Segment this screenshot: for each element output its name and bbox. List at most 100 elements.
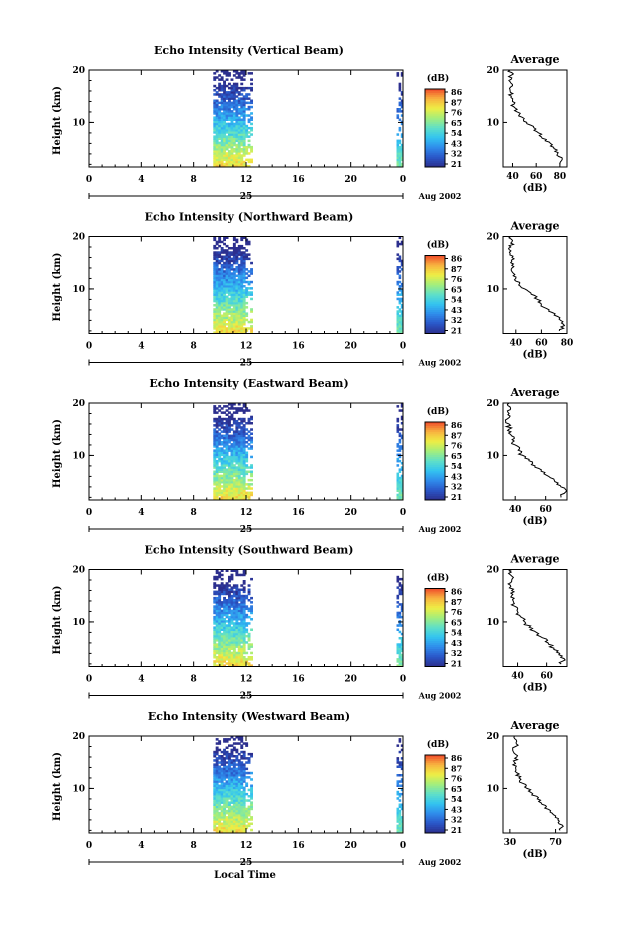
data-cell	[228, 641, 231, 644]
data-cell	[245, 318, 249, 322]
data-cell	[230, 331, 234, 334]
y-tick-label: 20	[72, 732, 85, 742]
data-cell	[215, 276, 219, 280]
data-cell	[240, 124, 244, 128]
data-cell	[245, 293, 249, 296]
data-cell	[215, 445, 219, 448]
data-cell	[225, 451, 229, 454]
data-cell	[220, 653, 224, 657]
data-cell	[400, 145, 404, 149]
data-cell	[220, 782, 224, 785]
data-cell	[240, 740, 244, 743]
y-tick-label: 20	[72, 399, 85, 409]
data-cell	[232, 236, 236, 239]
data-cell	[223, 464, 226, 467]
data-cell	[220, 329, 224, 332]
data-cell	[230, 129, 234, 132]
data-cell	[398, 270, 402, 273]
colorbar-label: 86	[451, 254, 463, 264]
data-cell	[215, 455, 219, 459]
data-cell	[398, 493, 402, 497]
data-cell	[228, 74, 231, 77]
data-cell	[235, 466, 239, 469]
colorbar-swatch	[425, 271, 445, 274]
data-cell	[220, 293, 224, 296]
data-cell	[237, 797, 241, 800]
data-cell	[220, 495, 224, 499]
data-cell	[225, 430, 229, 433]
data-cell	[213, 308, 217, 311]
data-cell	[237, 453, 241, 457]
data-cell	[237, 308, 241, 311]
data-cell	[240, 584, 244, 587]
data-cell	[213, 641, 217, 644]
data-cell	[220, 164, 224, 168]
data-cell	[247, 805, 251, 809]
colorbar-swatch	[425, 790, 445, 793]
data-cell	[240, 637, 244, 640]
data-cell	[230, 493, 234, 497]
data-cell	[396, 139, 400, 143]
data-cell	[400, 154, 404, 157]
data-cell	[230, 586, 234, 589]
data-cell	[240, 784, 244, 787]
data-cell	[215, 575, 219, 579]
data-cell	[228, 782, 231, 785]
data-cell	[237, 154, 241, 157]
data-cell	[220, 628, 224, 631]
data-cell	[223, 632, 226, 636]
data-cell	[225, 419, 229, 423]
data-cell	[225, 485, 229, 488]
data-cell	[235, 70, 239, 73]
data-cell	[235, 76, 239, 79]
data-cell	[237, 664, 241, 667]
data-cell	[237, 263, 241, 267]
data-cell	[213, 154, 217, 157]
data-cell	[220, 645, 224, 648]
data-cell	[220, 643, 224, 646]
data-cell	[242, 129, 246, 132]
data-cell	[237, 774, 241, 777]
data-cell	[235, 573, 239, 577]
data-cell	[232, 761, 236, 764]
data-cell	[398, 603, 402, 606]
colorbar-swatch	[425, 331, 445, 334]
data-cell	[225, 441, 229, 444]
data-cell	[215, 137, 219, 140]
data-cell	[235, 160, 239, 164]
data-cell	[225, 746, 229, 749]
data-cell	[228, 493, 231, 497]
data-cell	[235, 419, 239, 423]
data-cell	[237, 799, 241, 802]
data-cell	[223, 320, 226, 324]
data-cell	[396, 478, 400, 482]
data-cell	[235, 782, 239, 785]
data-cell	[215, 301, 219, 305]
data-cell	[225, 443, 229, 446]
data-cell	[223, 443, 226, 446]
data-cell	[218, 101, 222, 105]
data-cell	[235, 634, 239, 638]
data-cell	[250, 818, 253, 821]
data-cell	[240, 618, 244, 621]
data-cell	[215, 487, 219, 490]
data-cell	[213, 261, 217, 265]
data-cell	[400, 767, 404, 771]
data-cell	[220, 152, 224, 155]
data-cell	[213, 656, 217, 659]
data-cell	[220, 605, 224, 608]
colorbar-label: 65	[451, 118, 462, 128]
data-cell	[237, 97, 241, 100]
data-cell	[396, 826, 400, 830]
data-cell	[247, 164, 251, 168]
data-cell	[213, 582, 217, 585]
data-cell	[242, 765, 246, 768]
data-cell	[235, 310, 239, 313]
data-cell	[235, 129, 239, 132]
data-cell	[228, 251, 231, 254]
data-cell	[245, 742, 249, 745]
panel-title: Echo Intensity (Northward Beam)	[145, 211, 354, 224]
data-cell	[242, 403, 246, 406]
data-cell	[225, 603, 229, 606]
data-cell	[400, 744, 404, 747]
